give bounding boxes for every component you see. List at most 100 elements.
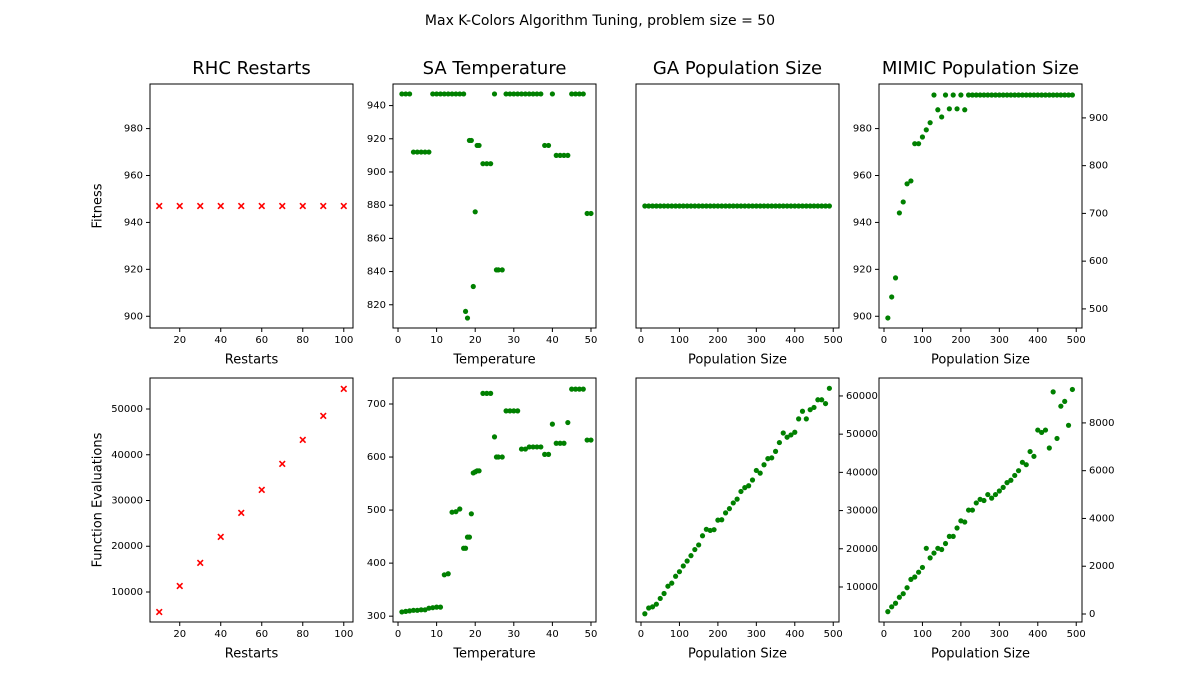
point — [430, 91, 436, 97]
y-tick-label: 920 — [853, 264, 872, 275]
point-stroke — [258, 202, 266, 210]
point — [742, 485, 748, 491]
point — [738, 203, 744, 209]
y2-tick-label: 50000 — [846, 429, 878, 440]
point — [803, 203, 809, 209]
point — [476, 142, 482, 149]
y2-tick-label: 700 — [1089, 208, 1108, 219]
point — [696, 542, 702, 548]
y2-tick-label: 0 — [1089, 609, 1095, 620]
x-axis-label: Population Size — [688, 353, 787, 368]
point — [572, 91, 579, 97]
x-tick-label: 100 — [913, 629, 932, 640]
point — [973, 500, 979, 506]
point — [1027, 448, 1033, 455]
point — [669, 203, 675, 209]
x-tick-label: 20 — [469, 629, 482, 640]
point — [931, 550, 937, 556]
point — [549, 421, 555, 427]
point — [788, 432, 794, 438]
point — [649, 604, 656, 610]
point — [919, 564, 926, 571]
point — [484, 161, 490, 167]
point — [449, 91, 455, 97]
point — [939, 114, 945, 120]
point — [515, 91, 521, 97]
point — [1050, 389, 1056, 395]
x-tick-label: 300 — [747, 629, 766, 640]
y-tick-label: 840 — [367, 267, 386, 278]
point — [418, 607, 424, 613]
point — [646, 203, 652, 209]
point — [1058, 403, 1064, 409]
point — [499, 454, 505, 460]
point — [584, 437, 590, 443]
point — [545, 142, 552, 149]
point — [1031, 453, 1037, 459]
x-tick-label: 0 — [881, 335, 887, 346]
y-tick-label: 900 — [853, 311, 872, 322]
plot-frame — [149, 83, 354, 329]
y-tick-label: 920 — [124, 264, 143, 275]
plot-frame — [635, 83, 840, 329]
point — [680, 563, 686, 569]
y2-tick-label: 20000 — [846, 544, 878, 555]
x-tick-label: 30 — [507, 335, 520, 346]
point — [942, 540, 949, 547]
point — [468, 511, 474, 517]
point — [653, 203, 659, 209]
point — [258, 486, 266, 494]
point — [1015, 92, 1022, 98]
point — [885, 609, 891, 615]
point — [784, 203, 790, 209]
point — [340, 202, 348, 210]
point — [503, 408, 509, 414]
point — [942, 92, 949, 98]
point — [1062, 398, 1068, 405]
point — [822, 400, 829, 407]
point — [580, 386, 586, 392]
point — [811, 404, 817, 411]
point — [464, 315, 471, 321]
point — [534, 444, 540, 450]
point — [1039, 429, 1045, 436]
point — [278, 202, 286, 210]
point — [1015, 468, 1022, 474]
point — [676, 203, 683, 209]
point — [784, 434, 790, 440]
point — [1046, 445, 1052, 451]
point — [815, 397, 821, 403]
x-tick-label: 200 — [951, 335, 970, 346]
point-stroke — [299, 202, 307, 210]
point — [734, 203, 740, 209]
point — [522, 446, 528, 452]
point-stroke — [278, 202, 286, 210]
point — [900, 199, 906, 205]
y-axis-label: Function Evaluations — [91, 432, 106, 567]
subplot-title: GA Population Size — [653, 58, 822, 79]
x-tick-label: 10 — [430, 335, 443, 346]
x-tick-label: 100 — [670, 335, 689, 346]
y-tick-label: 940 — [367, 101, 386, 112]
point — [414, 149, 420, 155]
y2-tick-label: 30000 — [846, 506, 878, 517]
point — [707, 203, 713, 209]
point-stroke — [217, 533, 225, 541]
point — [711, 203, 717, 209]
point — [719, 203, 725, 209]
point — [649, 203, 656, 209]
figure-title: Max K-Colors Algorithm Tuning, problem s… — [425, 13, 775, 29]
x-tick-label: 40 — [214, 629, 227, 640]
point — [588, 210, 594, 217]
point-stroke — [196, 202, 204, 210]
point — [1069, 92, 1075, 98]
point — [217, 533, 225, 541]
point-stroke — [258, 486, 266, 494]
x-tick-label: 40 — [546, 629, 559, 640]
point — [965, 92, 972, 98]
point — [491, 91, 498, 97]
point — [939, 546, 945, 553]
x-axis-label: Restarts — [225, 353, 279, 368]
point — [761, 203, 767, 209]
